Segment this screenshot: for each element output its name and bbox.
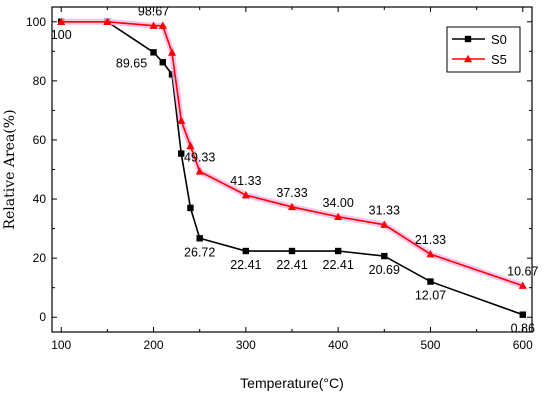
- s5-point: [380, 220, 389, 228]
- data-label: 49.33: [184, 150, 215, 164]
- y-tick-label: 0: [39, 310, 46, 324]
- s5-point: [518, 281, 527, 289]
- s0-point: [427, 278, 434, 285]
- axes: 100 200 300 400 500 600 0 20 40 60 80 100: [26, 7, 533, 352]
- s5-point: [168, 48, 176, 56]
- x-tick-label: 100: [51, 338, 71, 352]
- s0-point: [159, 59, 166, 66]
- s0-point: [288, 247, 296, 255]
- x-tick-label: 500: [420, 338, 440, 352]
- x-tick-label: 600: [513, 338, 533, 352]
- legend-label-s5: S5: [491, 52, 507, 67]
- y-tick-label: 20: [33, 251, 47, 265]
- y-tick-label: 40: [33, 192, 47, 206]
- legend-label-s0: S0: [491, 32, 507, 47]
- s5-point: [288, 202, 296, 211]
- x-axis-title: Temperature(°C): [240, 375, 344, 391]
- s5-point: [241, 190, 250, 199]
- data-label: 37.33: [276, 186, 307, 200]
- data-label: 0.86: [511, 322, 535, 336]
- data-label: 31.33: [369, 204, 400, 218]
- data-label: 10.67: [507, 265, 538, 279]
- s0-point: [187, 204, 194, 212]
- s5-point: [57, 17, 66, 25]
- s5-point: [186, 141, 195, 150]
- data-label: 22.41: [323, 258, 354, 272]
- x-tick-label: 300: [236, 338, 256, 352]
- data-label: 22.41: [230, 258, 261, 272]
- s0-point: [178, 150, 185, 157]
- s5-point: [149, 21, 158, 29]
- data-label: 100: [51, 28, 72, 42]
- data-labels: 100 98.67 89.65 49.33 41.33 37.33 34.00 31.33 21…: [51, 5, 539, 336]
- data-label: 20.69: [369, 263, 400, 277]
- data-label: 12.07: [415, 289, 446, 303]
- legend-box: [446, 26, 521, 73]
- y-tick-label: 80: [33, 74, 47, 88]
- s0-point: [242, 247, 250, 255]
- s5-point: [103, 17, 112, 25]
- data-label: 34.00: [323, 196, 354, 210]
- s5-point: [195, 167, 204, 175]
- s5-point: [426, 250, 435, 258]
- legend-marker-square: [464, 35, 472, 43]
- x-tick-label: 200: [144, 338, 164, 352]
- x-tick-label: 400: [328, 338, 348, 352]
- series-group: [57, 17, 527, 318]
- s5-point: [158, 21, 167, 29]
- data-label: 26.72: [184, 245, 215, 259]
- legend-marker-triangle: [464, 54, 472, 63]
- data-label: 89.65: [116, 56, 147, 70]
- s0-point: [150, 49, 157, 56]
- data-label: 98.67: [138, 5, 169, 19]
- data-label: 21.33: [415, 233, 446, 247]
- s0-point: [519, 311, 526, 318]
- s5-point: [177, 116, 186, 124]
- y-tick-label: 60: [33, 133, 47, 147]
- y-tick-label: 100: [26, 15, 46, 29]
- data-label: 22.41: [276, 258, 307, 272]
- y-axis-title: Relative Area(%): [2, 109, 18, 229]
- data-label: 41.33: [230, 174, 261, 188]
- s0-point: [196, 235, 203, 242]
- s0-point: [381, 252, 388, 260]
- s5-point: [334, 212, 343, 220]
- s0-point: [334, 247, 342, 255]
